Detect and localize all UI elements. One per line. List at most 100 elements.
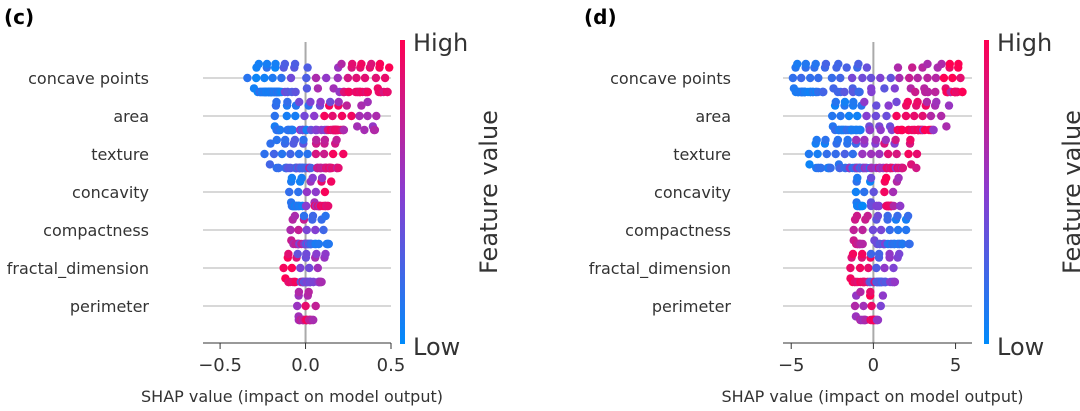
shap-point — [320, 135, 330, 145]
shap-point — [311, 73, 321, 83]
shap-point — [871, 111, 881, 121]
shap-point — [806, 73, 815, 83]
shap-point — [821, 59, 831, 69]
shap-point — [891, 135, 900, 145]
shap-point — [931, 73, 941, 83]
shap-point — [888, 187, 898, 197]
x-tick-label: 5 — [950, 355, 961, 376]
shap-point — [848, 249, 858, 259]
x-tick-label: −0.5 — [198, 355, 242, 376]
shap-point — [859, 301, 868, 311]
shap-point — [291, 111, 300, 121]
shap-point — [876, 225, 886, 235]
shap-point — [266, 139, 275, 148]
shap-point — [306, 163, 316, 173]
shap-point — [277, 73, 286, 83]
shap-point — [322, 73, 331, 83]
colorbar-low-label: Low — [413, 333, 460, 361]
feature-label: area — [113, 107, 149, 126]
shap-point — [302, 187, 312, 197]
shap-point — [911, 87, 920, 97]
shap-point — [243, 73, 252, 83]
shap-point — [929, 125, 938, 135]
x-tick-label: 0.0 — [291, 355, 320, 376]
shap-point — [895, 73, 904, 83]
shap-point — [903, 97, 912, 107]
shap-point — [286, 149, 295, 159]
shap-point — [958, 87, 967, 97]
shap-point — [372, 111, 381, 121]
shap-point — [906, 135, 915, 145]
shap-point — [876, 301, 885, 311]
shap-point — [831, 97, 840, 107]
shap-point — [856, 287, 865, 297]
shap-point — [291, 87, 300, 97]
shap-point — [363, 97, 372, 107]
shap-point — [862, 111, 871, 121]
shap-point — [339, 125, 349, 135]
shap-point — [866, 73, 876, 83]
shap-point — [874, 201, 884, 211]
shap-point — [863, 211, 872, 221]
shap-point — [846, 263, 855, 273]
shap-point — [926, 111, 936, 121]
shap-point — [302, 201, 311, 211]
colorbar-title: Feature value — [1058, 110, 1080, 274]
x-axis-label: SHAP value (impact on model output) — [722, 387, 1024, 406]
shap-point — [294, 225, 303, 235]
panel-d: (d) concave pointsareatextureconcavityco… — [584, 5, 1080, 406]
shap-point — [851, 187, 861, 197]
shap-point — [320, 187, 330, 197]
shap-point — [290, 211, 300, 221]
shap-point — [812, 135, 821, 145]
shap-point — [956, 73, 965, 83]
shap-point — [866, 173, 876, 183]
shap-point — [287, 173, 297, 183]
shap-point — [294, 187, 303, 197]
shap-point — [878, 291, 888, 300]
shap-point — [836, 73, 845, 83]
shap-point — [309, 315, 318, 325]
shap-point — [321, 249, 330, 259]
shap-point — [880, 187, 889, 197]
shap-point — [862, 63, 872, 72]
shap-point — [918, 111, 927, 121]
shap-point — [299, 211, 309, 221]
shap-point — [304, 287, 313, 297]
shap-point — [858, 225, 867, 235]
shap-point — [254, 59, 263, 69]
shap-point — [893, 211, 902, 221]
shap-point — [887, 125, 896, 135]
shap-point — [937, 59, 946, 69]
shap-point — [279, 263, 288, 273]
shap-point — [297, 173, 306, 183]
shap-point — [865, 125, 875, 135]
shap-point — [353, 122, 362, 131]
shap-point — [889, 263, 898, 273]
colorbar-low-label: Low — [997, 333, 1044, 361]
feature-label: concavity — [72, 183, 149, 202]
shap-point — [299, 135, 308, 145]
shap-point — [898, 239, 907, 249]
shap-point — [280, 59, 290, 69]
shap-point — [882, 173, 891, 183]
shap-point — [866, 249, 876, 259]
shap-point — [922, 97, 932, 107]
shap-point — [308, 173, 317, 183]
shap-point — [867, 87, 876, 97]
shap-point — [811, 59, 820, 69]
shap-point — [831, 149, 840, 159]
shap-point — [352, 73, 361, 83]
feature-label: texture — [91, 145, 149, 164]
shap-point — [334, 97, 343, 107]
shap-point — [319, 149, 329, 159]
shap-point — [834, 59, 843, 69]
shap-point — [876, 125, 885, 135]
shap-point — [912, 149, 922, 159]
shap-point — [875, 149, 884, 159]
shap-point — [944, 101, 954, 110]
beeswarm-dots — [788, 59, 967, 325]
shap-point — [836, 111, 845, 121]
shap-point — [348, 59, 357, 69]
